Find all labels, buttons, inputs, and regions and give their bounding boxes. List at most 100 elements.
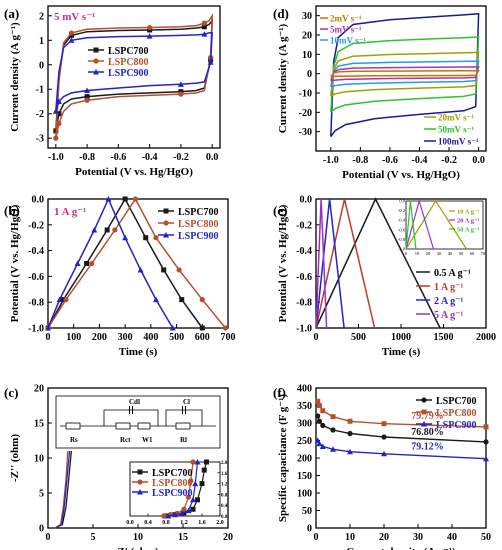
data-point — [330, 427, 336, 433]
data-point — [147, 24, 153, 31]
y-tick-label: -0.6 — [296, 272, 312, 283]
x-axis-label: Z' (ohm) — [117, 546, 159, 550]
y-tick-label: 15 — [34, 419, 44, 430]
nyquist-curve — [55, 450, 71, 529]
data-point — [330, 446, 336, 452]
data-point — [177, 81, 184, 87]
data-point — [146, 33, 153, 39]
data-point — [315, 413, 321, 419]
data-point — [199, 325, 205, 331]
circuit-label: Cdl — [129, 398, 140, 406]
y-tick-label: 150 — [297, 471, 312, 482]
data-point — [137, 489, 143, 495]
legend-label: 2 A g⁻¹ — [434, 296, 463, 307]
gcd-curve — [315, 198, 345, 329]
inset-y-tick-label: 0.4 — [221, 504, 228, 509]
inset-x-tick-label: 20 — [426, 251, 431, 256]
retention-annotation: 79.12% — [411, 441, 444, 452]
legend-label: LSPC900 — [436, 420, 477, 431]
data-point — [421, 397, 427, 403]
data-point — [143, 235, 149, 241]
y-tick-label: -0.4 — [28, 246, 44, 257]
circuit-branch — [165, 409, 203, 426]
data-point — [93, 69, 99, 75]
legend-label: LSPC900 — [178, 231, 219, 242]
data-point — [204, 459, 209, 465]
data-point — [190, 459, 196, 465]
data-point — [91, 226, 98, 233]
x-tick-label: 5 — [91, 532, 96, 543]
y-axis-label: Current density (A g⁻¹) — [9, 22, 21, 132]
inset-x-tick-label: 0 — [405, 251, 408, 256]
data-point — [176, 267, 182, 273]
data-point — [105, 196, 112, 202]
data-point — [52, 108, 59, 114]
data-point — [320, 408, 326, 414]
data-point — [347, 418, 353, 424]
capacitance-curve — [317, 440, 487, 460]
legend-label: LSPC700 — [436, 396, 477, 407]
y-axis-label: Potential (V vs. Hg/HgO) — [9, 204, 21, 322]
panel-e: (e)0 500 1000 1500 2000-1.0-0.8-0.6-0.4-0.20… — [273, 195, 496, 359]
data-point — [199, 297, 205, 303]
y-tick-label: -2 — [36, 109, 44, 120]
y-tick-label: 200 — [297, 454, 312, 465]
cv-curve — [330, 12, 480, 138]
y-tick-label: 400 — [297, 384, 312, 395]
data-point — [347, 430, 353, 437]
resistor-rs — [65, 422, 81, 430]
data-point — [316, 440, 323, 447]
x-tick-label: -0.2 — [441, 155, 457, 166]
x-tick-label: -0.8 — [79, 152, 95, 163]
y-tick-label: 0 — [39, 524, 44, 535]
y-tick-label: 0 — [307, 69, 312, 80]
legend-label: 10mV s⁻¹ — [330, 36, 366, 46]
inset-frame — [405, 200, 484, 250]
y-axis-label: -Z'' (ohm) — [9, 434, 21, 482]
x-tick-label: 0 — [314, 532, 319, 543]
x-tick-label: 1000 — [391, 332, 411, 343]
y-tick-label: 20 — [34, 384, 44, 395]
legend-label: 1 A g⁻¹ — [434, 282, 463, 293]
x-axis-label: Time (s) — [382, 346, 421, 358]
data-point — [185, 507, 192, 514]
data-point — [181, 506, 187, 512]
inset-y-tick-label: 1.6 — [221, 472, 228, 477]
x-tick-label: 0 — [46, 332, 51, 343]
gcd-curve — [315, 197, 441, 329]
retention-annotation: 76.80% — [411, 427, 444, 438]
inset-x-tick-label: 10 — [415, 251, 420, 256]
y-tick-label: -0.8 — [296, 298, 312, 309]
x-tick-label: 0.0 — [472, 155, 485, 166]
data-point — [199, 481, 205, 487]
y-tick-label: 0.0 — [300, 195, 313, 206]
panel-label: (b) — [4, 203, 20, 218]
circuit-label: Rct — [120, 436, 131, 444]
data-point — [381, 421, 387, 427]
inset-gcd-curve — [405, 199, 468, 250]
inset-y-tick-label: -0.8 — [398, 237, 406, 242]
x-tick-label: -1.0 — [323, 155, 339, 166]
x-tick-label: 20 — [379, 532, 389, 543]
legend-label: 0.5 A g⁻¹ — [434, 268, 471, 279]
x-axis-label: Time (s) — [119, 346, 158, 358]
legend-label: 20mV s⁻¹ — [438, 113, 474, 123]
legend-label: LSPC800 — [152, 478, 193, 489]
inset-y-tick-label: 2.0 — [221, 461, 228, 466]
resistor-rl — [175, 422, 191, 430]
inset-y-tick-label: -0.6 — [398, 227, 406, 232]
data-point — [56, 111, 62, 117]
x-tick-label: 200 — [92, 332, 107, 343]
circuit-label: W1 — [142, 436, 153, 444]
y-tick-label: 50 — [302, 506, 312, 517]
circuit-label: Cl — [183, 398, 190, 406]
data-point — [153, 235, 159, 241]
cv-curve — [330, 60, 480, 88]
gcd-curve — [47, 197, 174, 329]
data-point — [84, 94, 90, 100]
warburg-w1 — [137, 422, 151, 430]
inset-x-tick-label: 2.0 — [216, 520, 224, 526]
plot-frame — [47, 5, 221, 149]
inset-x-tick-label: 50 — [459, 251, 464, 256]
panel-label: (d) — [273, 6, 289, 21]
